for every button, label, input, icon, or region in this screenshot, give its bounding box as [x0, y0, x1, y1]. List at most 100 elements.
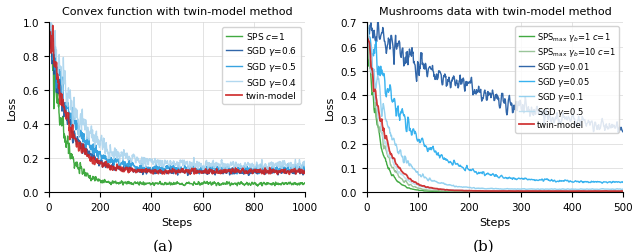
sgd005 [486, 174, 494, 177]
sgd005 [363, 25, 371, 28]
SPS $c$=1 [254, 185, 262, 188]
sgd05b [502, 189, 509, 192]
twinb [515, 190, 523, 193]
SGD $\gamma$=0.6 [157, 169, 165, 172]
sgd05b [486, 189, 494, 192]
sgd001 [614, 131, 622, 134]
sgd01 [364, 21, 371, 24]
SGD $\gamma$=0.6 [250, 171, 257, 174]
SGD $\gamma$=0.4 [45, 33, 52, 36]
Line: sgd01: sgd01 [367, 23, 623, 190]
SPS $c$=1 [249, 183, 257, 186]
twin-model [158, 172, 166, 175]
spsmax10 [546, 191, 554, 194]
spsmax10 [502, 190, 509, 193]
twinb [486, 190, 494, 193]
sgd005 [485, 173, 493, 176]
spsmax1 [619, 191, 627, 194]
Line: SGD $\gamma$=0.4: SGD $\gamma$=0.4 [49, 15, 305, 173]
SGD $\gamma$=0.4 [148, 161, 156, 164]
sgd001 [485, 92, 493, 96]
sgd05b [619, 189, 627, 192]
SGD $\gamma$=0.6 [301, 168, 308, 171]
SPS $c$=1 [45, 13, 52, 16]
sgd001 [573, 125, 581, 128]
spsmax1 [577, 191, 584, 194]
spsmax10 [515, 190, 523, 193]
sgd001 [613, 121, 621, 124]
sgd001 [363, 28, 371, 32]
sgd05b [363, 25, 371, 28]
Title: Mushrooms data with twin-model method: Mushrooms data with twin-model method [379, 7, 611, 17]
SPS $c$=1 [71, 165, 79, 168]
twin-model [260, 173, 268, 176]
Text: (b): (b) [472, 239, 494, 252]
SGD $\gamma$=0.6 [184, 174, 191, 177]
Line: SGD $\gamma$=0.6: SGD $\gamma$=0.6 [49, 15, 305, 176]
X-axis label: Steps: Steps [479, 217, 511, 228]
sgd001 [502, 104, 509, 107]
sgd01 [614, 187, 621, 191]
spsmax1 [484, 191, 492, 194]
spsmax10 [619, 190, 627, 193]
SGD $\gamma$=0.4 [187, 172, 195, 175]
SGD $\gamma$=0.5 [158, 166, 166, 169]
spsmax1 [573, 191, 580, 194]
Y-axis label: Loss: Loss [7, 96, 17, 120]
sgd01 [502, 188, 509, 191]
twin-model [245, 170, 253, 173]
spsmax1 [613, 191, 621, 194]
SGD $\gamma$=0.5 [45, 29, 52, 32]
SPS $c$=1 [244, 183, 252, 186]
SGD $\gamma$=0.4 [250, 163, 257, 166]
spsmax10 [363, 24, 371, 27]
Line: SGD $\gamma$=0.5: SGD $\gamma$=0.5 [49, 19, 305, 174]
spsmax1 [515, 191, 523, 194]
twin-model [250, 170, 257, 173]
twinb [619, 190, 627, 193]
SPS $c$=1 [301, 182, 308, 185]
Line: twin-model: twin-model [49, 26, 305, 175]
twin-model [49, 25, 57, 28]
SGD $\gamma$=0.5 [221, 166, 228, 169]
Title: Convex function with twin-model method: Convex function with twin-model method [61, 7, 292, 17]
X-axis label: Steps: Steps [161, 217, 193, 228]
twin-model [45, 40, 52, 43]
SGD $\gamma$=0.4 [245, 163, 253, 166]
sgd005 [619, 181, 627, 184]
sgd01 [619, 188, 627, 191]
twin-model [71, 138, 79, 141]
sgd05b [527, 190, 535, 193]
Line: spsmax10: spsmax10 [367, 26, 623, 192]
sgd01 [573, 188, 581, 191]
SPS $c$=1 [148, 183, 156, 186]
sgd001 [486, 93, 494, 96]
sgd005 [516, 177, 524, 180]
SGD $\gamma$=0.5 [245, 169, 253, 172]
spsmax10 [613, 190, 621, 193]
twinb [573, 190, 581, 193]
SGD $\gamma$=0.5 [301, 169, 308, 172]
Y-axis label: Loss: Loss [325, 96, 335, 120]
twinb [532, 190, 540, 193]
sgd001 [619, 131, 627, 134]
twinb [502, 190, 509, 193]
twinb [484, 190, 492, 193]
SGD $\gamma$=0.6 [221, 170, 228, 173]
Text: (a): (a) [153, 239, 173, 252]
Line: twinb: twinb [367, 34, 623, 192]
sgd05b [573, 189, 581, 192]
SGD $\gamma$=0.5 [148, 168, 156, 171]
SGD $\gamma$=0.4 [301, 164, 308, 167]
sgd01 [485, 187, 493, 191]
sgd005 [598, 182, 606, 185]
Legend: SPS $c$=1, SGD $\gamma$=0.6, SGD $\gamma$=0.5, SGD $\gamma$=0.4, twin-model: SPS $c$=1, SGD $\gamma$=0.6, SGD $\gamma… [222, 28, 301, 104]
Line: SPS $c$=1: SPS $c$=1 [49, 15, 305, 186]
Legend: SPS$_{\mathrm{max}}$ $\gamma_b$=1 $c$=1, SPS$_{\mathrm{max}}$ $\gamma_b$=10 $c$=: SPS$_{\mathrm{max}}$ $\gamma_b$=1 $c$=1,… [515, 27, 619, 133]
SGD $\gamma$=0.4 [158, 165, 166, 168]
sgd01 [595, 188, 602, 191]
twinb [613, 190, 621, 193]
spsmax1 [502, 191, 509, 194]
twin-model [221, 169, 228, 172]
SPS $c$=1 [221, 183, 228, 186]
